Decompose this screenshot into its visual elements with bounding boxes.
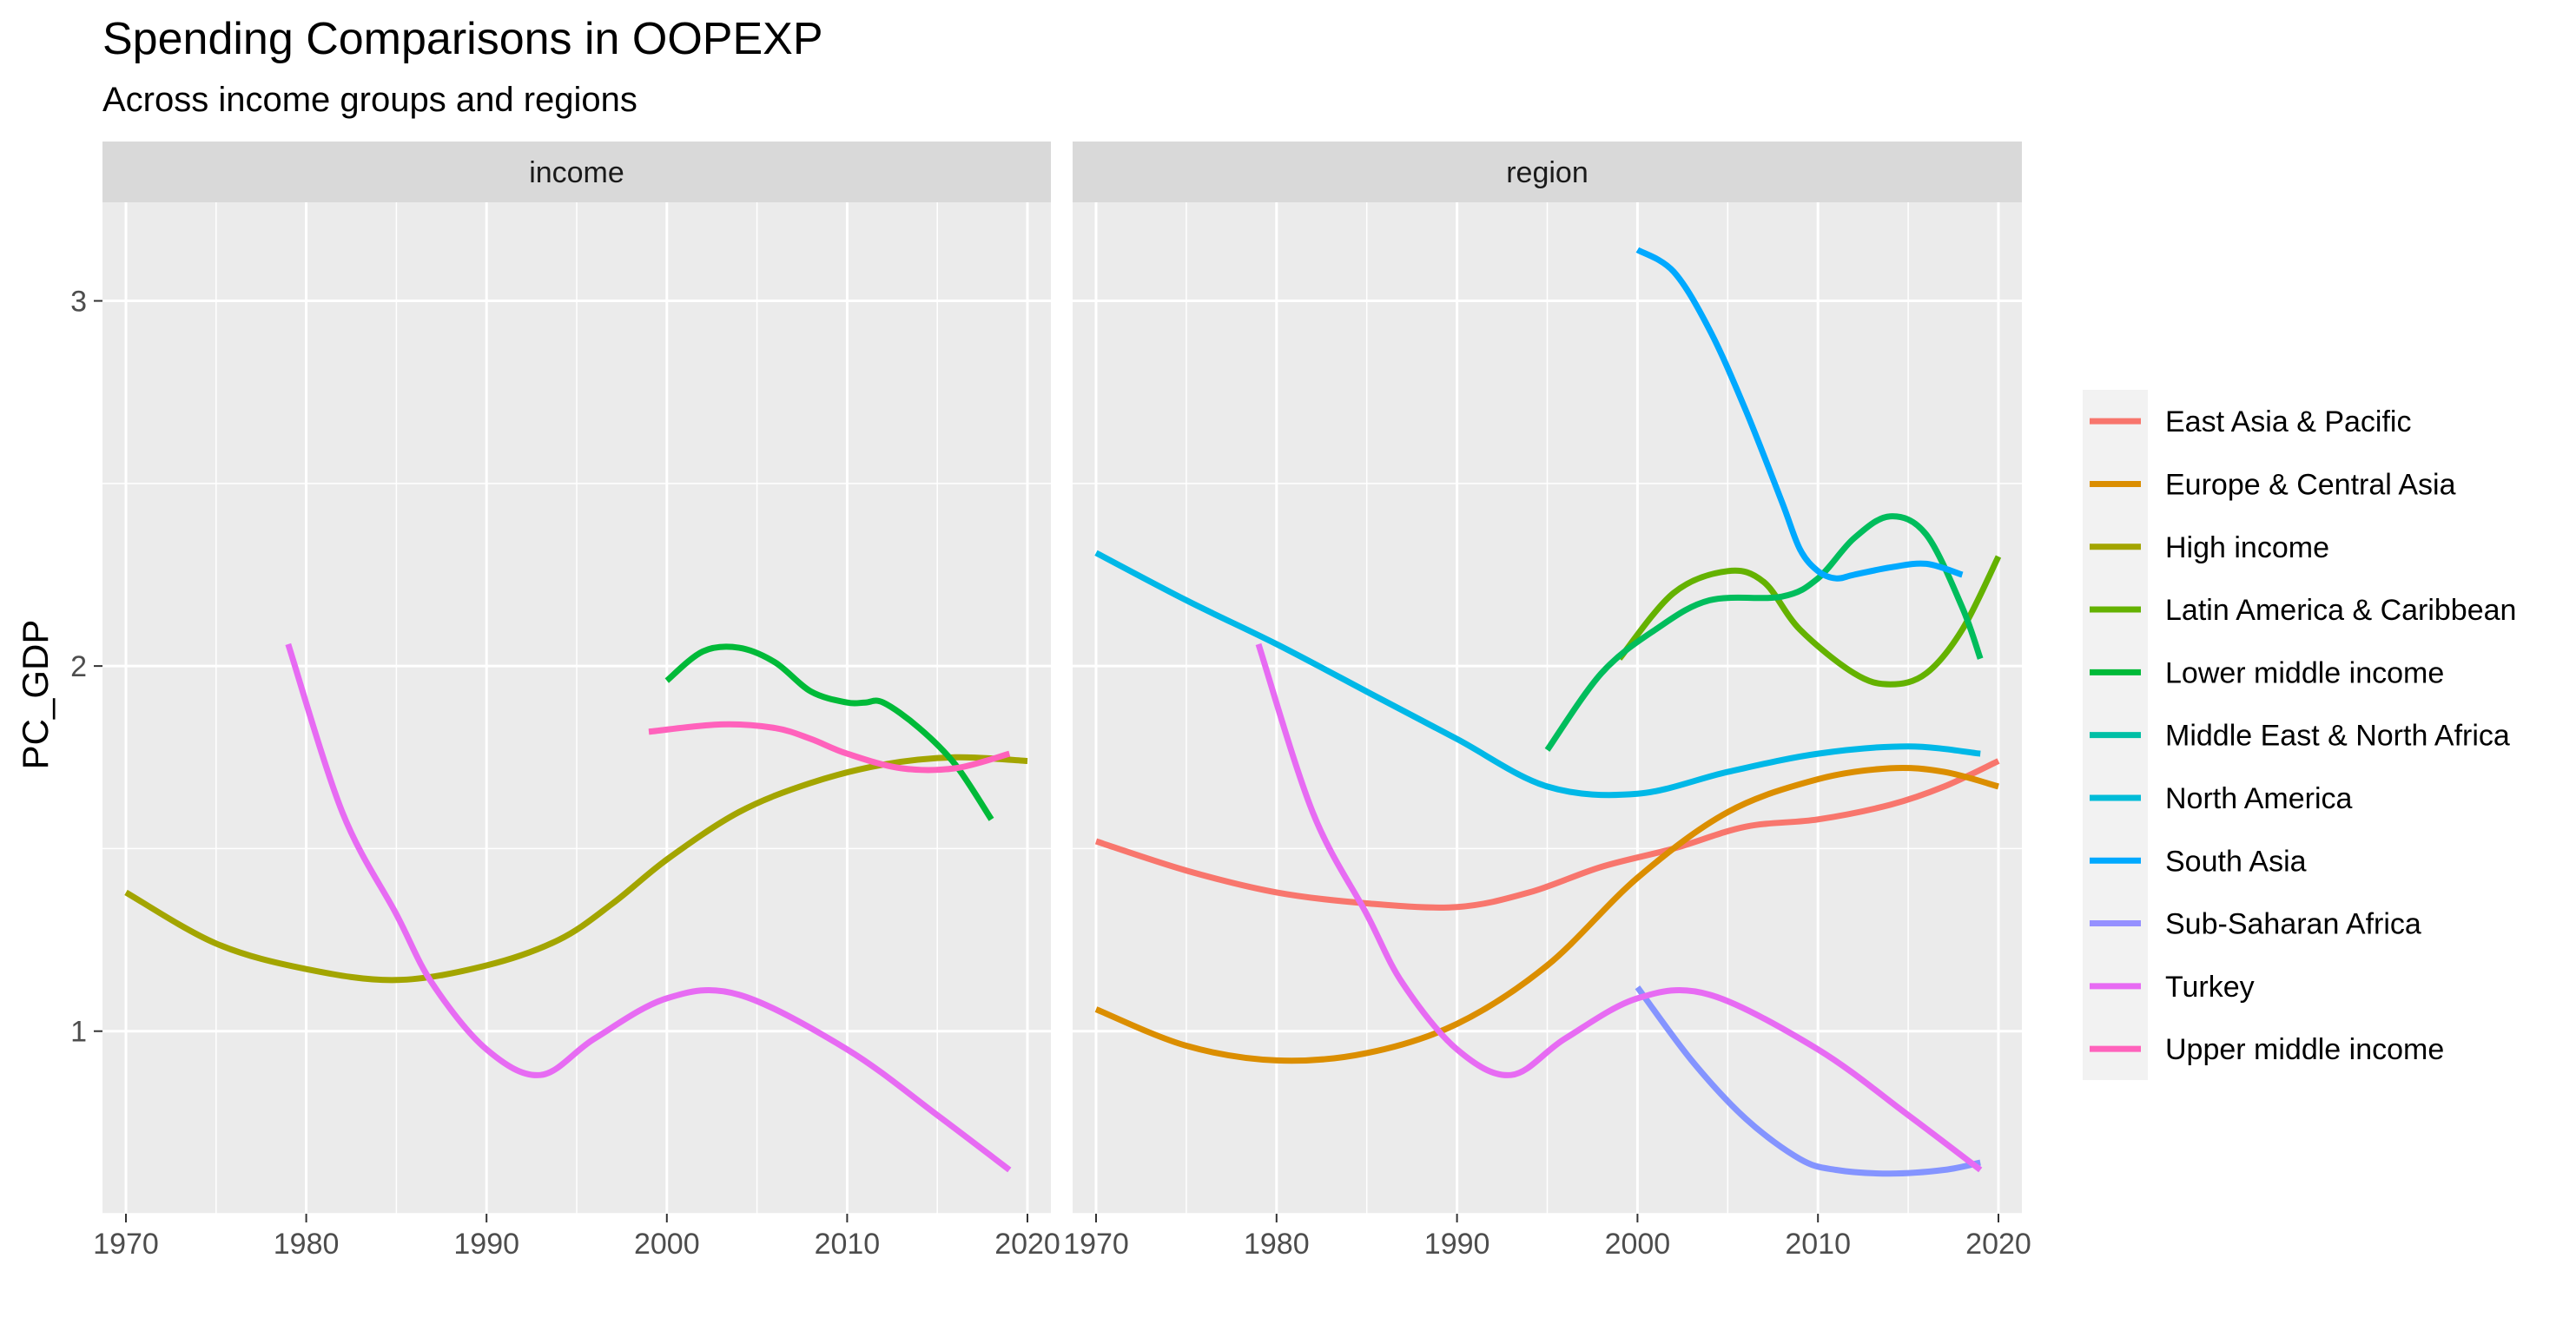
series-line-sub-saharan-africa	[1635, 985, 1981, 1177]
x-tick-label: 1990	[453, 1228, 519, 1261]
facet-strip-label: income	[529, 156, 624, 189]
series-line-south-asia	[1635, 247, 1964, 582]
y-axis-title: PC_GDP	[15, 620, 56, 770]
facet-strip	[102, 142, 1051, 202]
legend-item-europe-and-central-asia: Europe & Central Asia	[2090, 468, 2456, 501]
facet-panel-income: income 1970 1980 1990 2000 2010 2020 1 2 3	[70, 142, 1060, 1261]
series-line-north-america	[1094, 550, 1981, 799]
series-line-upper-middle-income	[648, 721, 1011, 774]
legend-label: Lower middle income	[2165, 656, 2444, 689]
legend-item-latin-america-and-caribbean: Latin America & Caribbean	[2090, 594, 2516, 627]
x-tick-label: 1970	[1063, 1228, 1129, 1261]
legend-label: Middle East & North Africa	[2165, 720, 2510, 753]
facet-panel-region: region 1970 1980 1990 2000 2010 2020	[1063, 142, 2031, 1261]
x-tick-label: 1990	[1424, 1228, 1490, 1261]
legend-item-high-income: High income	[2090, 531, 2329, 564]
legend-item-lower-middle-income: Lower middle income	[2090, 656, 2444, 689]
legend-item-north-america: North America	[2090, 782, 2352, 815]
x-tick-label: 1980	[1244, 1228, 1310, 1261]
x-tick-label: 2020	[1965, 1228, 2031, 1261]
legend-label: Latin America & Caribbean	[2165, 594, 2516, 627]
legend-label: High income	[2165, 531, 2329, 564]
legend-label: South Asia	[2165, 845, 2307, 878]
x-tick-label: 2000	[634, 1228, 700, 1261]
legend: East Asia & Pacific Europe & Central Asia…	[2083, 390, 2516, 1080]
legend-item-middle-east-and-north-africa: Middle East & North Africa	[2090, 720, 2510, 753]
y-tick-label: 3	[70, 286, 87, 319]
series-line-turkey	[1255, 642, 1983, 1173]
series-line-turkey	[285, 642, 1012, 1173]
x-tick-label: 1970	[93, 1228, 159, 1261]
facet-panels: income 1970 1980 1990 2000 2010 2020 1 2 3 region 1…	[70, 142, 2031, 1261]
legend-label: Turkey	[2165, 971, 2255, 1004]
series-line-middle-east-and-north-africa	[1544, 513, 1984, 752]
chart-title: Spending Comparisons in OOPEXP	[102, 14, 823, 64]
legend-item-upper-middle-income: Upper middle income	[2090, 1033, 2444, 1066]
legend-label: North America	[2165, 782, 2352, 815]
legend-label: Upper middle income	[2165, 1033, 2444, 1066]
series-line-latin-america-and-caribbean	[1616, 555, 2002, 688]
legend-label: Europe & Central Asia	[2165, 468, 2456, 501]
x-tick-label: 1980	[274, 1228, 340, 1261]
facet-strip	[1073, 142, 2022, 202]
y-tick-label: 2	[70, 650, 87, 683]
legend-item-sub-saharan-africa: Sub-Saharan Africa	[2090, 908, 2421, 941]
x-tick-label: 2010	[1785, 1228, 1851, 1261]
legend-item-turkey: Turkey	[2090, 971, 2255, 1004]
legend-item-south-asia: South Asia	[2090, 845, 2307, 878]
series-line-europe-and-central-asia	[1094, 764, 1999, 1064]
series-line-east-asia-and-pacific	[1094, 758, 2000, 911]
x-tick-label: 2020	[994, 1228, 1060, 1261]
legend-label: East Asia & Pacific	[2165, 405, 2411, 438]
legend-item-east-asia-and-pacific: East Asia & Pacific	[2090, 405, 2411, 438]
x-tick-label: 2010	[815, 1228, 881, 1261]
y-tick-label: 1	[70, 1016, 87, 1049]
x-tick-label: 2000	[1605, 1228, 1671, 1261]
legend-label: Sub-Saharan Africa	[2165, 908, 2421, 941]
series-line-lower-middle-income	[664, 643, 994, 821]
facet-strip-label: region	[1506, 156, 1589, 189]
chart-subtitle: Across income groups and regions	[102, 81, 637, 119]
